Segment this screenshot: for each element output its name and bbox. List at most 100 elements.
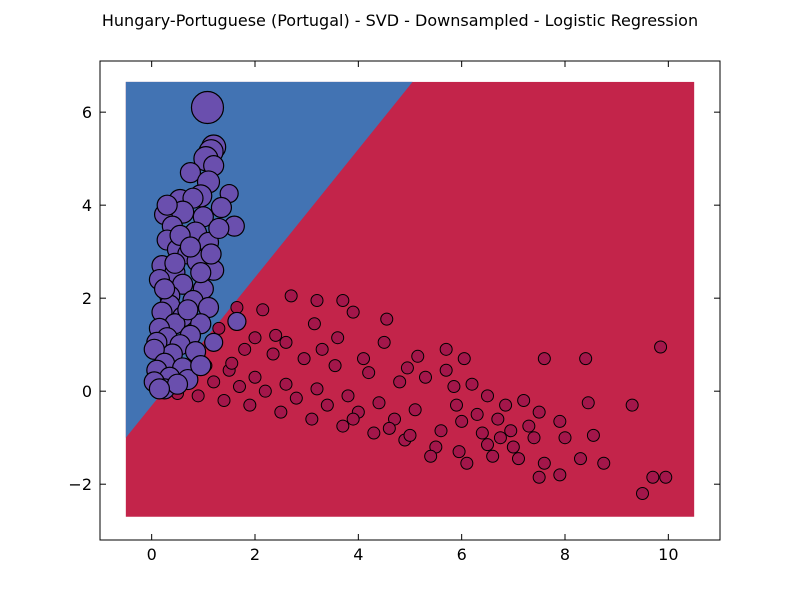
x-tick-label: 8 xyxy=(560,545,570,564)
point-class-b xyxy=(581,396,595,410)
point-class-b xyxy=(411,349,425,363)
point-class-b xyxy=(447,380,461,394)
point-class-b xyxy=(382,421,396,435)
point-class-b xyxy=(315,342,329,356)
point-class-b xyxy=(419,370,432,384)
point-class-a xyxy=(227,311,247,332)
point-class-b xyxy=(486,449,500,463)
point-class-b xyxy=(279,377,293,391)
point-class-b xyxy=(207,375,221,389)
point-class-b xyxy=(380,312,394,326)
point-class-b xyxy=(625,398,639,412)
point-class-b xyxy=(499,398,513,412)
point-class-b xyxy=(336,294,350,307)
point-class-b xyxy=(481,389,494,403)
point-class-b xyxy=(597,456,611,470)
point-class-b xyxy=(238,342,252,356)
y-tick-label: −2 xyxy=(68,475,92,494)
point-class-b xyxy=(434,424,448,438)
point-class-b xyxy=(553,414,567,428)
point-class-b xyxy=(512,452,525,466)
point-class-b xyxy=(336,419,350,433)
point-class-b xyxy=(248,331,262,345)
y-tick-label: 6 xyxy=(82,103,92,122)
point-class-b xyxy=(310,382,324,396)
point-class-b xyxy=(636,486,649,500)
point-class-b xyxy=(289,391,303,405)
point-class-b xyxy=(493,431,507,445)
x-tick-label: 10 xyxy=(658,545,678,564)
point-class-b xyxy=(439,342,453,356)
point-class-a xyxy=(208,217,230,240)
point-class-b xyxy=(305,412,319,426)
point-class-a xyxy=(200,243,222,265)
y-tick-label: 4 xyxy=(82,196,92,215)
point-class-b xyxy=(522,419,536,433)
chart-title: Hungary-Portuguese (Portugal) - SVD - Do… xyxy=(102,11,698,30)
point-class-b xyxy=(527,431,541,445)
point-class-b xyxy=(274,405,288,419)
x-tick-label: 0 xyxy=(147,545,157,564)
point-class-b xyxy=(537,456,551,470)
point-class-a xyxy=(179,162,202,184)
point-class-a xyxy=(177,299,199,321)
point-class-b xyxy=(346,412,360,426)
point-class-b xyxy=(372,396,386,410)
point-class-b xyxy=(553,468,567,482)
axes: 0 2 4 6 8 10 −2 0 2 4 6 xyxy=(68,60,721,564)
point-class-a xyxy=(204,332,224,352)
point-class-a xyxy=(164,252,186,274)
point-class-b xyxy=(457,352,471,366)
point-class-b xyxy=(367,426,381,440)
point-class-b xyxy=(307,317,321,331)
point-class-b xyxy=(230,300,244,314)
point-class-b xyxy=(654,340,668,354)
point-class-b xyxy=(256,303,270,317)
point-class-b xyxy=(506,440,520,454)
point-class-b xyxy=(450,398,463,412)
point-class-b xyxy=(579,352,593,366)
point-class-b xyxy=(362,366,376,380)
point-class-b xyxy=(233,380,246,394)
point-class-b xyxy=(258,384,272,398)
plot-area xyxy=(125,81,695,517)
point-class-b xyxy=(212,321,226,335)
point-class-b xyxy=(331,331,345,345)
point-class-b xyxy=(243,398,257,412)
point-class-b xyxy=(357,352,370,366)
point-class-a xyxy=(190,261,212,284)
axes-frame xyxy=(99,60,721,541)
point-class-b xyxy=(191,389,205,403)
x-tick-label: 2 xyxy=(250,545,260,564)
point-class-a xyxy=(148,378,171,400)
point-class-b xyxy=(284,289,298,303)
point-class-b xyxy=(341,389,355,403)
point-class-a xyxy=(190,355,212,377)
point-class-b xyxy=(532,405,546,419)
point-class-b xyxy=(248,370,262,384)
point-class-b xyxy=(452,445,466,459)
point-class-b xyxy=(279,335,293,349)
point-class-b xyxy=(481,438,494,452)
y-tick-label: 0 xyxy=(82,382,92,401)
point-class-a xyxy=(166,373,189,395)
point-class-b xyxy=(470,407,484,421)
point-class-b xyxy=(297,352,311,366)
point-class-b xyxy=(558,431,572,445)
point-class-a xyxy=(179,236,202,258)
point-class-b xyxy=(424,449,438,463)
point-class-b xyxy=(269,328,283,342)
point-class-a xyxy=(210,196,233,219)
point-class-b xyxy=(400,361,414,375)
point-class-b xyxy=(491,412,505,426)
point-class-b xyxy=(310,294,324,307)
x-tick-label: 6 xyxy=(457,545,467,564)
point-class-b xyxy=(439,363,453,377)
point-class-a xyxy=(156,194,178,216)
point-class-b xyxy=(659,470,673,484)
point-class-b xyxy=(403,428,417,442)
point-class-b xyxy=(266,347,280,361)
point-class-b xyxy=(460,456,474,470)
point-class-b xyxy=(465,377,479,391)
